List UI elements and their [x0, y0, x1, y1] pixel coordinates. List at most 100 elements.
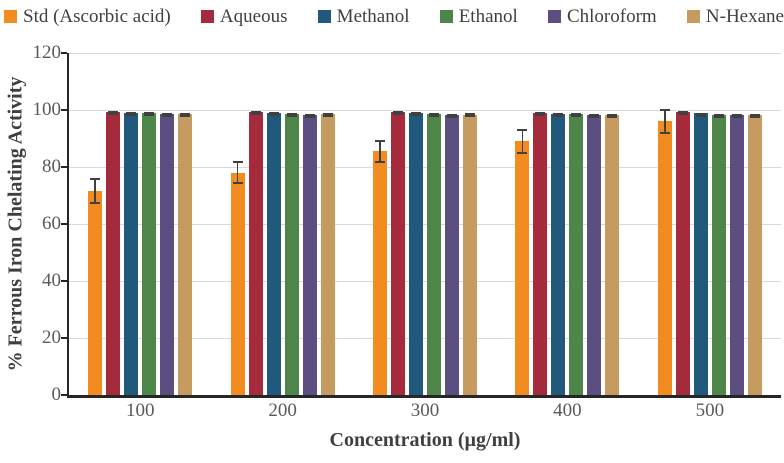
legend-item: Ethanol	[439, 5, 518, 27]
error-bar	[553, 112, 564, 117]
bar-std-ascorbic-acid	[373, 139, 388, 395]
error-bar	[126, 111, 137, 116]
error-bar	[375, 139, 386, 163]
bar-n-hexane	[605, 113, 620, 395]
legend-item-label: Std (Ascorbic acid)	[23, 5, 171, 27]
x-axis-line	[67, 395, 781, 398]
error-bar	[517, 128, 528, 155]
error-bar	[304, 113, 315, 118]
x-axis-tick-labels: 100 200 300 400 500	[69, 400, 781, 422]
gridline	[69, 338, 781, 339]
legend-swatch-icon	[439, 9, 453, 23]
gridline	[69, 224, 781, 225]
error-bar	[250, 111, 261, 116]
bar-methanol	[409, 112, 424, 395]
error-bar	[695, 112, 706, 117]
y-tick-label: 120	[32, 42, 62, 63]
bar-chloroform	[729, 114, 744, 395]
error-bar-line	[521, 130, 524, 153]
error-bar	[232, 161, 243, 185]
legend-item-label: Chloroform	[566, 5, 657, 27]
bar-methanol	[693, 112, 708, 395]
error-bar	[589, 114, 600, 119]
legend-item-label: N-Hexane	[705, 5, 784, 27]
bar-std-ascorbic-acid	[88, 178, 103, 395]
bar-aqueous	[248, 111, 263, 395]
bar-ethanol	[284, 112, 299, 395]
legend-swatch-icon	[547, 9, 561, 23]
bar-groups	[69, 53, 781, 395]
error-bar	[571, 113, 582, 118]
legend-item: Chloroform	[547, 5, 657, 27]
error-bar	[731, 114, 742, 119]
error-bar	[749, 114, 760, 119]
bar-aqueous	[106, 111, 121, 395]
legend-item-label: Aqueous	[219, 5, 288, 27]
error-bar	[607, 113, 618, 118]
error-bar-line	[236, 163, 239, 183]
error-bar	[286, 112, 297, 117]
bar-aqueous	[533, 111, 548, 395]
x-tick-label: 100	[125, 400, 155, 421]
x-tick-label: 200	[268, 400, 297, 421]
bar-n-hexane	[320, 113, 335, 395]
y-tick-label: 60	[42, 213, 61, 234]
y-tick-mark	[61, 166, 67, 168]
bar-n-hexane	[463, 113, 478, 395]
bar-methanol	[124, 111, 139, 395]
bar-ethanol	[569, 113, 584, 395]
error-bar	[429, 112, 440, 117]
bar-methanol	[266, 112, 281, 395]
error-bar	[144, 112, 155, 117]
bar-chloroform	[160, 113, 175, 395]
legend-swatch-icon	[200, 9, 214, 23]
plot-area	[69, 53, 781, 395]
legend-swatch-icon	[4, 9, 17, 23]
error-bar	[465, 113, 476, 118]
error-bar	[677, 111, 688, 116]
error-bar	[322, 113, 333, 118]
bar-chloroform	[587, 114, 602, 395]
y-tick-label: 80	[42, 156, 61, 177]
gridline	[69, 167, 781, 168]
y-tick-mark	[61, 223, 67, 225]
bar-methanol	[551, 112, 566, 395]
legend-item: N-Hexane	[686, 5, 784, 27]
bar-group-100	[69, 53, 211, 395]
error-bar	[713, 113, 724, 118]
error-bar	[180, 112, 191, 117]
y-tick-mark	[61, 280, 67, 282]
bar-std-ascorbic-acid	[657, 108, 672, 395]
bar-chloroform	[302, 113, 317, 395]
x-tick-label: 300	[410, 400, 440, 421]
bar-ethanol	[427, 112, 442, 395]
error-bar	[162, 113, 173, 118]
x-tick-label: 400	[553, 400, 582, 421]
error-bar-line	[664, 110, 666, 133]
bar-n-hexane	[178, 112, 193, 395]
error-bar	[659, 108, 670, 135]
bar-std-ascorbic-acid	[515, 128, 530, 395]
gridline	[69, 281, 781, 282]
bar-group-400	[496, 53, 638, 395]
y-tick-label: 20	[42, 327, 61, 348]
legend-swatch-icon	[317, 9, 331, 23]
y-tick-mark	[61, 109, 67, 111]
error-bar	[90, 178, 101, 205]
error-bar-line	[94, 180, 96, 203]
error-bar-line	[379, 141, 381, 161]
legend-item-label: Ethanol	[458, 5, 518, 27]
x-tick-label: 500	[695, 400, 725, 421]
bar-ethanol	[142, 112, 157, 395]
y-axis-line	[67, 53, 69, 398]
error-bar	[447, 114, 458, 119]
gridline	[69, 110, 781, 111]
error-bar	[108, 111, 119, 116]
bar-chloroform	[445, 114, 460, 395]
chart-legend: Std (Ascorbic acid) Aqueous Methanol Ethano…	[4, 3, 784, 29]
legend-item: Methanol	[317, 7, 410, 26]
y-tick-mark	[61, 394, 67, 396]
error-bar	[535, 111, 546, 116]
x-axis-title: Concentration (µg/ml)	[329, 429, 521, 451]
legend-item: Aqueous	[200, 5, 288, 27]
